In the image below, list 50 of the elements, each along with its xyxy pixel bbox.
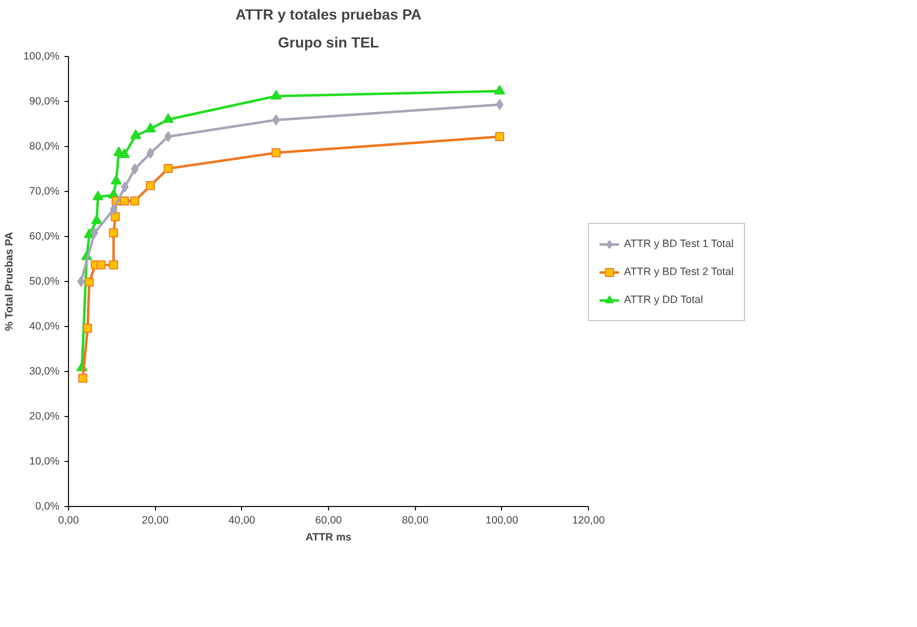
point <box>109 228 118 238</box>
point <box>121 182 129 192</box>
y-axis-title: % Total Pruebas PA <box>3 232 16 332</box>
y-tick-label: 40,0% <box>29 320 60 332</box>
point <box>144 122 156 132</box>
x-tick-label: 80,00 <box>402 514 429 526</box>
legend-label: ATTR y BD Test 1 Total <box>624 238 734 250</box>
legend-label: ATTR y BD Test 2 Total <box>624 266 734 278</box>
point <box>272 148 281 158</box>
x-tick-label: 20,00 <box>142 514 169 526</box>
point <box>110 204 118 215</box>
point <box>91 214 102 224</box>
x-axis-title: ATTR ms <box>306 532 352 544</box>
point <box>92 190 104 200</box>
point <box>164 164 173 174</box>
chart-subtitle: Grupo sin TEL <box>278 36 380 52</box>
point <box>78 374 88 383</box>
x-tick-label: 0,00 <box>58 514 79 526</box>
y-tick-label: 30,0% <box>29 366 60 378</box>
y-tick-label: 80,0% <box>29 140 60 152</box>
x-tick-label: 120,00 <box>572 514 605 526</box>
y-tick-label: 10,0% <box>29 456 60 468</box>
point <box>146 181 155 190</box>
y-tick-label: 50,0% <box>29 276 60 288</box>
chart-title: ATTR y totales pruebas PA <box>236 8 422 24</box>
point <box>494 84 506 95</box>
y-tick-label: 90,0% <box>29 96 60 108</box>
point <box>162 113 174 123</box>
point <box>110 174 122 185</box>
point <box>83 324 92 333</box>
y-tick-label: 100,0% <box>23 50 60 62</box>
point <box>77 276 85 287</box>
x-tick-label: 60,00 <box>315 514 342 526</box>
point <box>130 196 140 206</box>
x-tick-label: 40,00 <box>228 514 256 526</box>
y-tick-label: 0,0% <box>35 500 60 512</box>
point <box>495 132 504 142</box>
point <box>118 148 130 158</box>
point <box>120 196 129 206</box>
y-tick-label: 60,0% <box>29 230 60 242</box>
y-tick-label: 20,0% <box>29 410 60 422</box>
point <box>84 277 94 286</box>
point <box>96 260 106 270</box>
x-tick-label: 100,00 <box>486 514 518 526</box>
legend-label: ATTR y DD Total <box>624 294 703 306</box>
point <box>130 164 139 174</box>
point <box>270 90 282 100</box>
point <box>109 260 118 270</box>
y-tick-label: 70,0% <box>29 186 60 198</box>
point <box>130 129 142 140</box>
